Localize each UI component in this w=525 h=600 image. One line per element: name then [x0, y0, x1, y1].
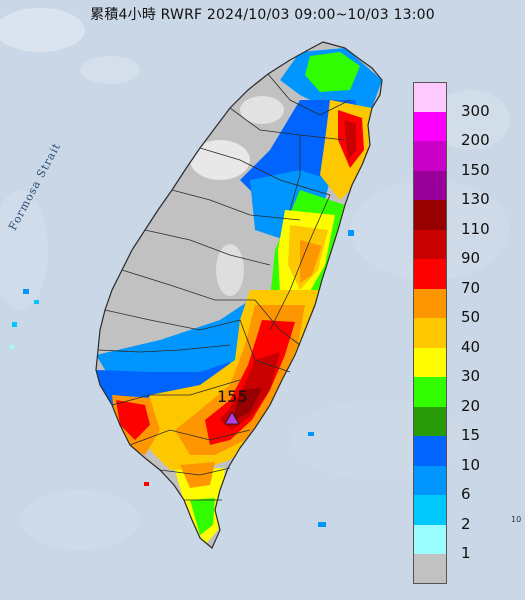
legend-label: 150: [461, 160, 490, 179]
legend-label: 130: [461, 190, 490, 209]
legend-label: 2: [461, 514, 471, 533]
legend-swatch: [413, 111, 447, 141]
legend-label: 50: [461, 308, 481, 327]
legend-swatch: [413, 495, 447, 525]
legend-swatch: [413, 465, 447, 495]
peak-value-label: 155: [217, 387, 248, 406]
legend-swatch: [413, 82, 447, 112]
legend-color-bar: [413, 82, 447, 584]
legend-swatch: [413, 318, 447, 348]
legend-swatch: [413, 524, 447, 554]
legend-swatch: [413, 170, 447, 200]
legend-swatch: [413, 436, 447, 466]
sea-echoes: [10, 230, 354, 527]
legend-label: 70: [461, 278, 481, 297]
edge-label: 10: [511, 515, 522, 524]
legend-label: 20: [461, 396, 481, 415]
legend-swatch: [413, 229, 447, 259]
legend-label: 30: [461, 367, 481, 386]
legend-swatch: [413, 554, 447, 584]
legend-label: 110: [461, 219, 490, 238]
legend-swatch: [413, 347, 447, 377]
legend-swatch: [413, 259, 447, 289]
legend-swatch: [413, 200, 447, 230]
legend-label: 6: [461, 485, 471, 504]
map-title: 累積4小時 RWRF 2024/10/03 09:00~10/03 13:00: [90, 7, 435, 23]
legend-swatch: [413, 141, 447, 171]
legend-label: 15: [461, 426, 481, 445]
legend-swatch: [413, 377, 447, 407]
legend-label: 1: [461, 544, 471, 563]
legend-label: 90: [461, 249, 481, 268]
legend-swatch: [413, 406, 447, 436]
legend-label: 10: [461, 455, 481, 474]
admin-boundaries: [95, 41, 383, 549]
peak-marker: [224, 411, 240, 425]
legend-label: 200: [461, 131, 490, 150]
legend-swatch: [413, 288, 447, 318]
legend-label: 300: [461, 101, 490, 120]
legend-label: 40: [461, 337, 481, 356]
